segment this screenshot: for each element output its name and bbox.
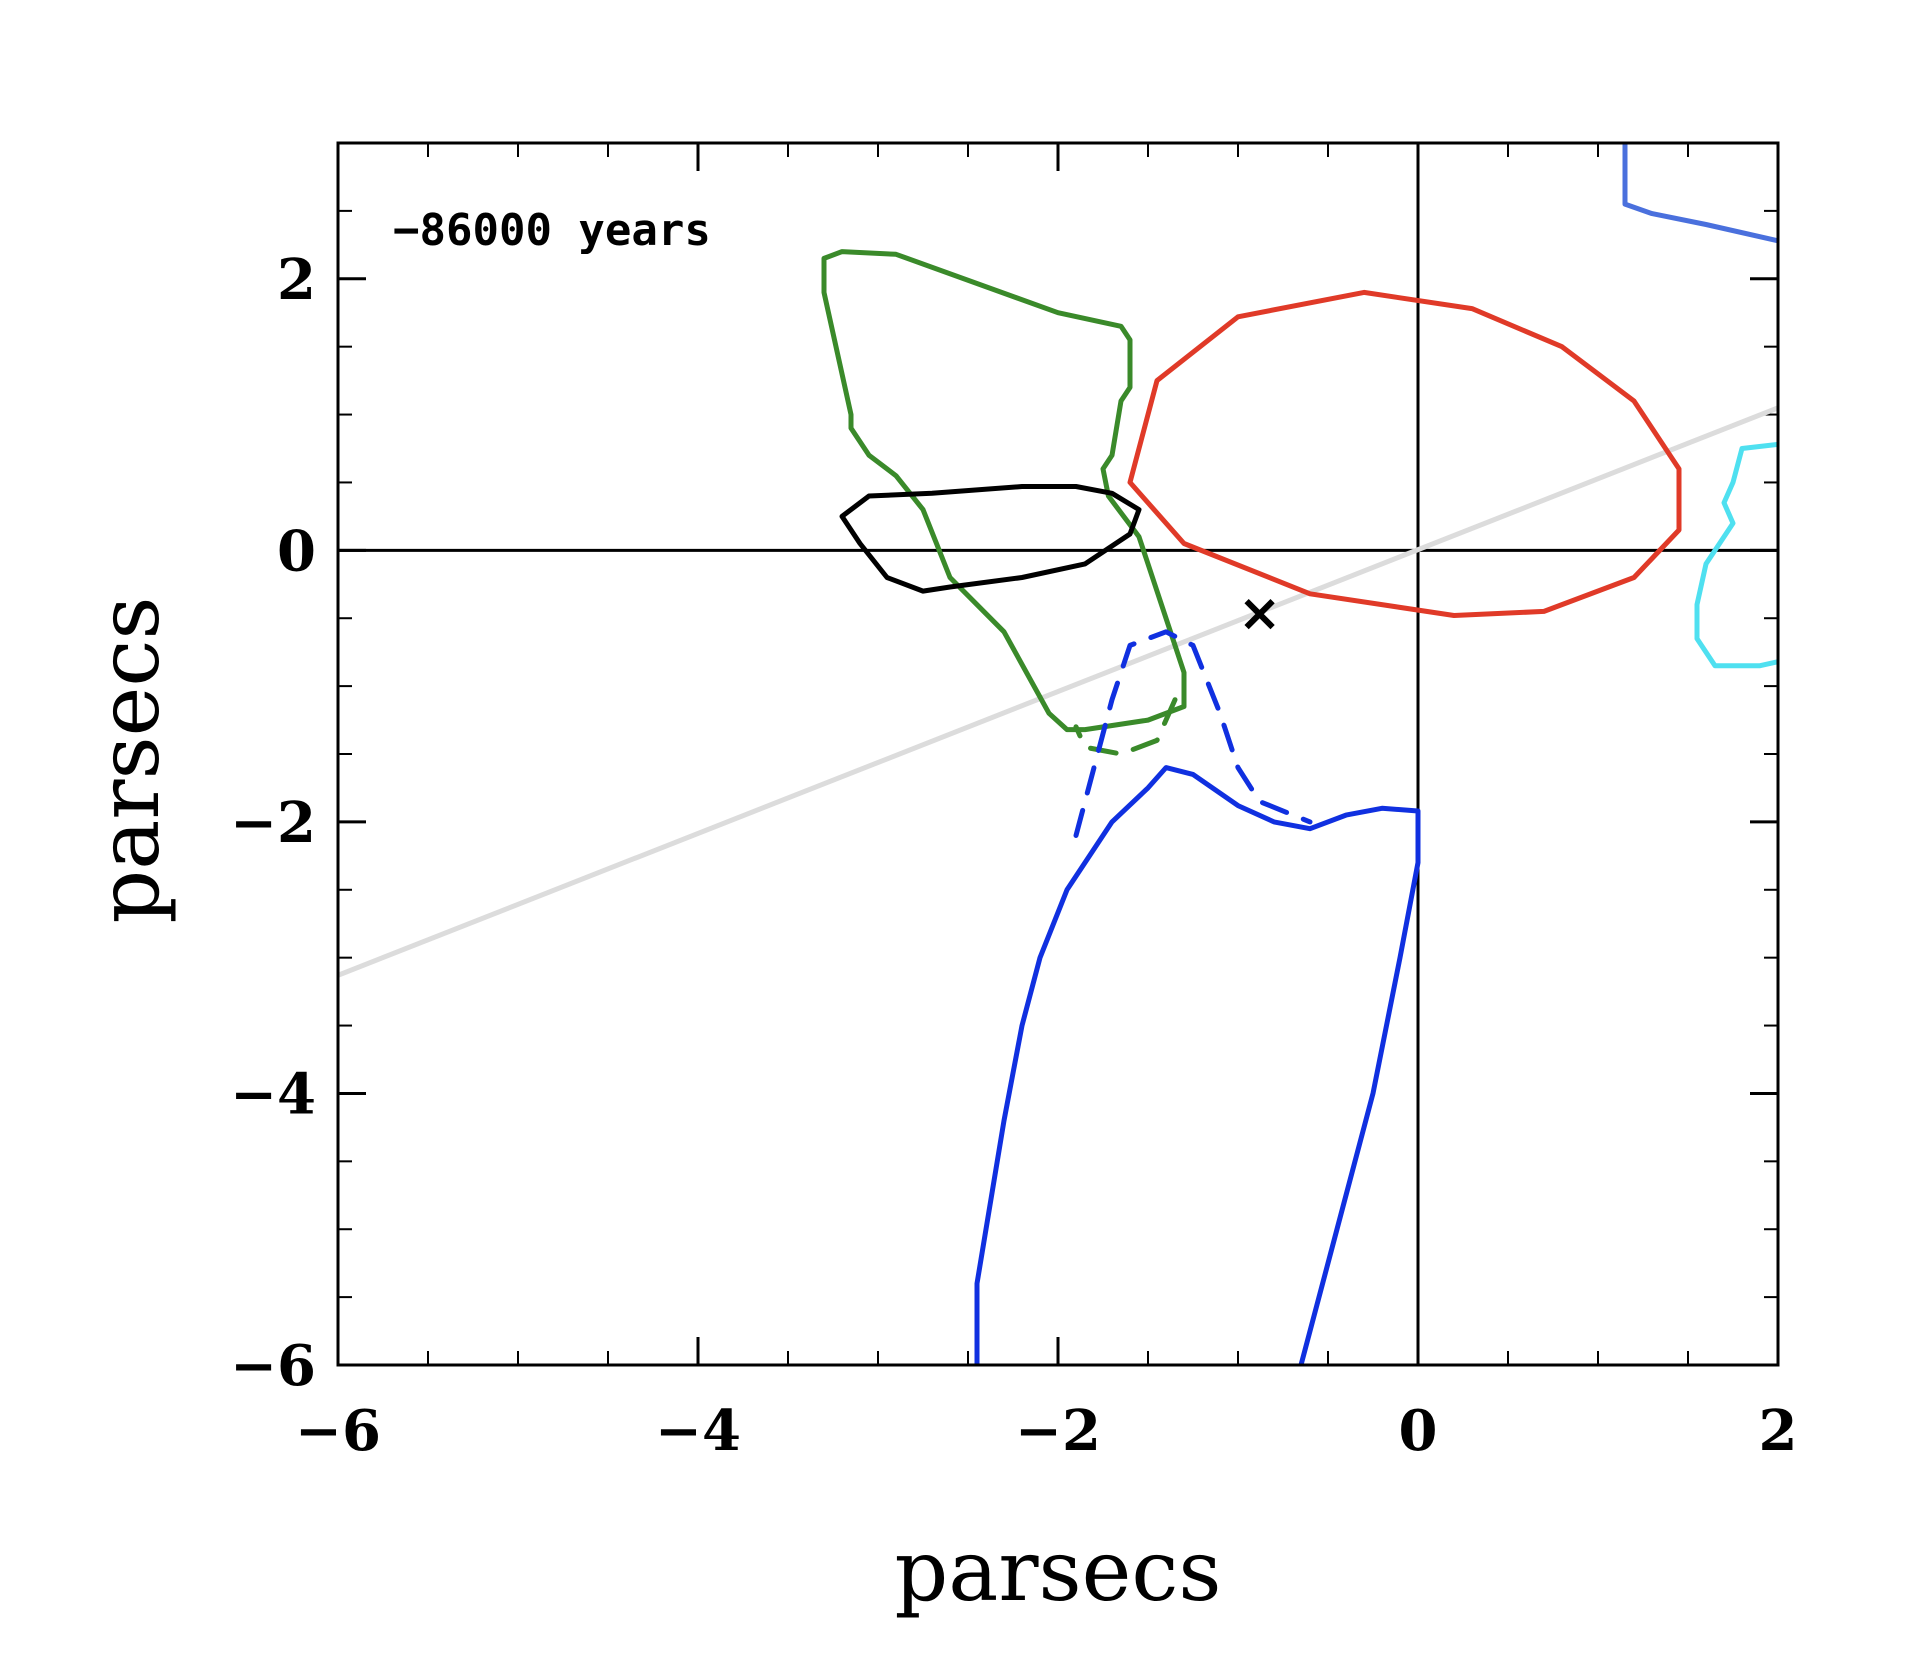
y-axis-label: parsecs (80, 597, 178, 924)
x-tick-label: −4 (655, 1398, 741, 1464)
y-tick-label: 0 (277, 518, 316, 584)
series-red-ellipse (1127, 289, 1682, 618)
x-tick-label: −2 (1015, 1398, 1101, 1464)
reference-lines (338, 143, 1778, 1365)
x-tick-label: −6 (295, 1398, 381, 1464)
series-black-contour (839, 484, 1142, 594)
cross-marker (1244, 599, 1275, 630)
x-tick-label: 2 (1759, 1398, 1798, 1464)
x-axis-label: parsecs (895, 1522, 1222, 1620)
series-blue-dashed (1073, 629, 1313, 838)
series-cyan-contour (1694, 441, 1778, 669)
y-tick-labels: −6 −4 −2 0 2 (230, 247, 316, 1399)
marker-layer (1244, 599, 1275, 630)
y-tick-label: −6 (230, 1333, 316, 1399)
series-mid-blue-contour (1622, 143, 1778, 244)
series-green-contour (821, 249, 1187, 733)
series-grey-line (338, 405, 1778, 978)
series-blue-contour (974, 765, 1421, 1365)
y-tick-label: −4 (230, 1061, 316, 1127)
major-ticks (336, 143, 1780, 1367)
annotation-label: −86000 years (393, 205, 711, 256)
x-tick-label: 0 (1399, 1398, 1438, 1464)
series-layer (338, 143, 1778, 1365)
x-tick-labels: −6 −4 −2 0 2 (295, 1398, 1797, 1464)
y-tick-label: 2 (277, 247, 316, 313)
y-tick-label: −2 (230, 790, 316, 856)
